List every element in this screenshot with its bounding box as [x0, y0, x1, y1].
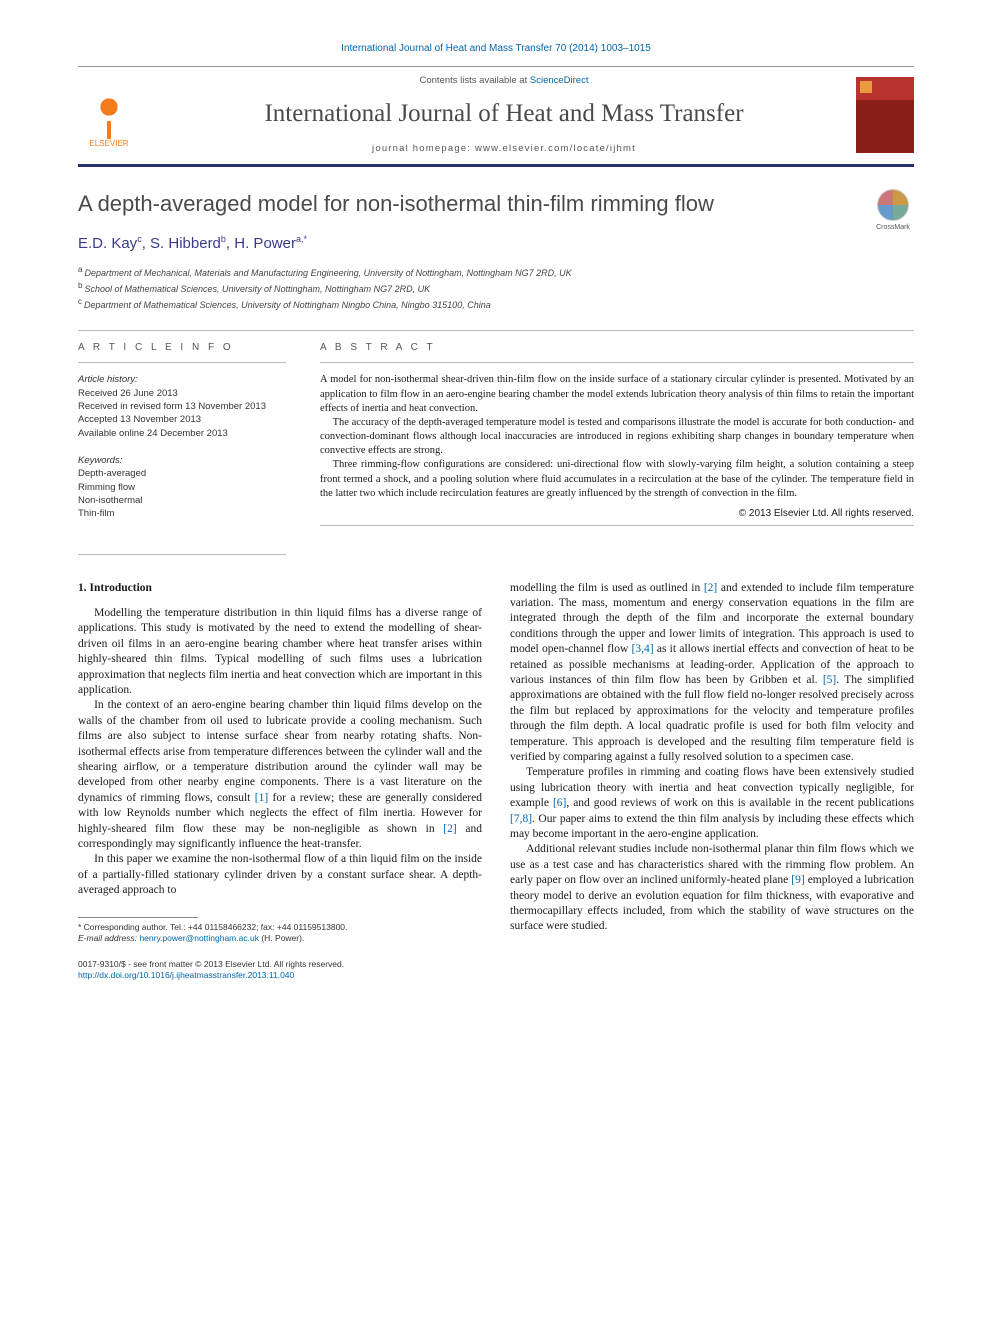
author-3: H. Powera,* — [234, 235, 307, 252]
title-row: A depth-averaged model for non-isotherma… — [78, 189, 914, 233]
author-1: E.D. Kayc — [78, 235, 142, 252]
journal-homepage-line: journal homepage: www.elsevier.com/locat… — [152, 143, 856, 156]
keyword: Rimming flow — [78, 481, 286, 494]
journal-cover-thumbnail — [856, 77, 914, 153]
copyright-line: © 2013 Elsevier Ltd. All rights reserved… — [320, 507, 914, 521]
affil-b: bSchool of Mathematical Sciences, Univer… — [78, 280, 914, 296]
homepage-url[interactable]: www.elsevier.com/locate/ijhmt — [475, 143, 636, 154]
body-para: Additional relevant studies include non-… — [510, 842, 914, 934]
article-info-col: A R T I C L E I N F O Article history: R… — [78, 341, 286, 536]
ref-link[interactable]: [6] — [553, 797, 566, 809]
divider — [78, 362, 286, 363]
abstract-text: A model for non-isothermal shear-driven … — [320, 373, 914, 501]
footnote-rule — [78, 917, 198, 918]
crossmark-label: CrossMark — [876, 224, 910, 231]
keyword: Thin-film — [78, 507, 286, 520]
sciencedirect-link[interactable]: ScienceDirect — [530, 75, 589, 86]
history-line: Accepted 13 November 2013 — [78, 413, 286, 426]
affil-c: cDepartment of Mathematical Sciences, Un… — [78, 296, 914, 312]
divider — [320, 525, 914, 526]
crossmark-icon — [877, 189, 909, 221]
history-line: Received in revised form 13 November 201… — [78, 400, 286, 413]
body-para: Temperature profiles in rimming and coat… — [510, 765, 914, 842]
ref-link[interactable]: [7,8] — [510, 813, 532, 825]
doi-link[interactable]: http://dx.doi.org/10.1016/j.ijheatmasstr… — [78, 970, 294, 980]
ref-link[interactable]: [3,4] — [632, 643, 654, 655]
divider — [78, 554, 286, 555]
body-para: In this paper we examine the non-isother… — [78, 852, 482, 898]
history-line: Available online 24 December 2013 — [78, 427, 286, 440]
corr-tel-fax: * Corresponding author. Tel.: +44 011584… — [78, 922, 482, 933]
affil-a: aDepartment of Mechanical, Materials and… — [78, 264, 914, 280]
corr-email-link[interactable]: henry.power@nottingham.ac.uk — [139, 933, 259, 943]
issn-line: 0017-9310/$ - see front matter © 2013 El… — [78, 959, 914, 970]
contents-available-line: Contents lists available at ScienceDirec… — [152, 75, 856, 88]
crossmark-widget[interactable]: CrossMark — [872, 189, 914, 232]
ref-link[interactable]: [1] — [255, 792, 268, 804]
abstract-p1: A model for non-isothermal shear-driven … — [320, 373, 914, 416]
corr-email-suffix: (H. Power). — [261, 933, 304, 943]
keywords-head: Keywords: — [78, 454, 286, 467]
divider — [78, 330, 914, 331]
elsevier-label: ELSEVIER — [89, 139, 128, 150]
ref-link[interactable]: [9] — [791, 874, 804, 886]
abstract-head: A B S T R A C T — [320, 341, 914, 355]
header-center: Contents lists available at ScienceDirec… — [152, 75, 856, 156]
section-1-head: 1. Introduction — [78, 581, 482, 596]
contents-prefix: Contents lists available at — [420, 75, 530, 86]
running-head-citation: International Journal of Heat and Mass T… — [78, 42, 914, 56]
author-2: S. Hibberdb — [150, 235, 226, 252]
meta-row: A R T I C L E I N F O Article history: R… — [78, 341, 914, 536]
keyword: Non-isothermal — [78, 494, 286, 507]
ref-link[interactable]: [5] — [823, 674, 836, 686]
body-para: Modelling the temperature distribution i… — [78, 606, 482, 698]
ref-link[interactable]: [2] — [443, 823, 456, 835]
affiliations: aDepartment of Mechanical, Materials and… — [78, 264, 914, 312]
body-para: In the context of an aero-engine bearing… — [78, 698, 482, 852]
homepage-prefix: journal homepage: — [372, 143, 475, 154]
abstract-p3: Three rimming-flow configurations are co… — [320, 458, 914, 501]
history-head: Article history: — [78, 373, 286, 386]
abstract-col: A B S T R A C T A model for non-isotherm… — [320, 341, 914, 536]
elsevier-logo: ELSEVIER — [78, 80, 140, 150]
body-two-column: 1. Introduction Modelling the temperatur… — [78, 581, 914, 945]
author-list: E.D. Kayc, S. Hibberdb, H. Powera,* — [78, 233, 914, 254]
history-line: Received 26 June 2013 — [78, 387, 286, 400]
corresponding-author-note: * Corresponding author. Tel.: +44 011584… — [78, 922, 482, 945]
email-label: E-mail address: — [78, 933, 137, 943]
journal-title: International Journal of Heat and Mass T… — [152, 97, 856, 131]
article-info-head: A R T I C L E I N F O — [78, 341, 286, 355]
footer-issn-doi: 0017-9310/$ - see front matter © 2013 El… — [78, 959, 914, 982]
body-para: modelling the film is used as outlined i… — [510, 581, 914, 766]
journal-header: ELSEVIER Contents lists available at Sci… — [78, 66, 914, 167]
abstract-p2: The accuracy of the depth-averaged tempe… — [320, 416, 914, 459]
ref-link[interactable]: [2] — [704, 582, 717, 594]
article-history: Article history: Received 26 June 2013 R… — [78, 373, 286, 520]
keyword: Depth-averaged — [78, 467, 286, 480]
article-title: A depth-averaged model for non-isotherma… — [78, 189, 714, 219]
elsevier-tree-icon — [87, 95, 131, 139]
divider — [320, 362, 914, 363]
